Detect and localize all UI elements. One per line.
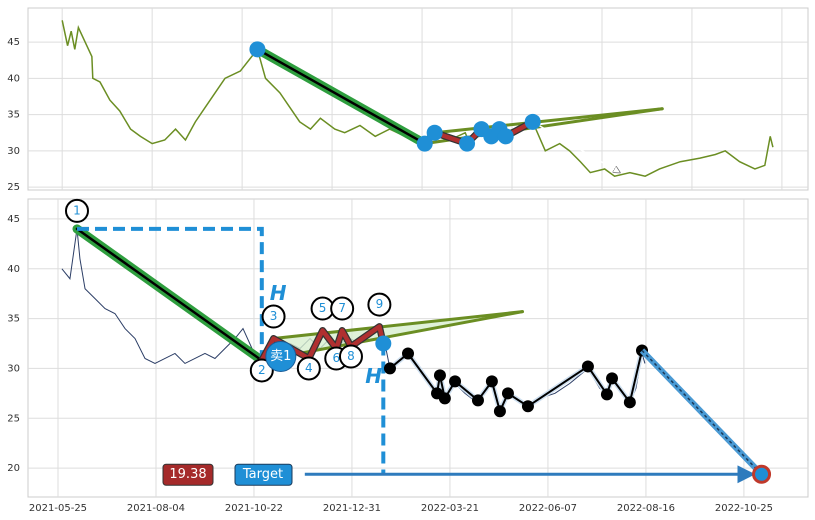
triangle-line	[433, 107, 664, 135]
x-tick-label: 2022-06-07	[519, 503, 577, 514]
pivot-label: 4	[305, 361, 313, 375]
x-tick-label: 2022-08-16	[617, 503, 675, 514]
follow-point	[501, 387, 514, 400]
y-tick-label: 30	[7, 146, 20, 157]
follow-point	[402, 347, 415, 360]
follow-point	[449, 375, 462, 388]
x-tick-label: 2022-10-25	[715, 503, 773, 514]
pivot-badge	[64, 198, 89, 223]
y-tick-label: 45	[7, 37, 20, 48]
y-tick-label: 25	[7, 182, 20, 193]
pivot-badge	[249, 358, 274, 383]
target-label: Target	[242, 467, 283, 482]
price-line	[61, 20, 774, 178]
target-box	[234, 463, 293, 486]
pivot-badge	[367, 292, 392, 317]
height-label: H	[365, 364, 382, 388]
x-tick-label: 2021-05-25	[29, 503, 87, 514]
x-tick-label: 2021-10-22	[225, 503, 283, 514]
x-tick-label: 2021-08-04	[127, 503, 185, 514]
swing-point	[497, 128, 514, 145]
plot-frame	[27, 198, 809, 498]
y-tick-label: 45	[7, 214, 20, 225]
y-tick-label: 25	[7, 413, 20, 424]
swing-point	[416, 135, 433, 152]
follow-point	[493, 405, 506, 418]
target-value-box	[162, 463, 214, 486]
swing-point	[249, 41, 266, 58]
pivot-badge	[330, 296, 355, 321]
follow-point	[600, 388, 613, 401]
pivot-label: 1	[73, 203, 81, 217]
y-tick-label: 35	[7, 110, 20, 121]
swing-point	[426, 124, 443, 141]
follow-point	[581, 360, 594, 373]
pattern-leg-core	[75, 227, 264, 362]
pivot-label: 5	[319, 301, 327, 315]
y-tick-label: 40	[7, 73, 20, 84]
projection-arrow	[531, 121, 620, 173]
pivot-badge	[338, 344, 363, 369]
pivot-label: 7	[338, 301, 346, 315]
triangle-line	[260, 310, 524, 362]
swing-point	[524, 113, 541, 130]
height-label: H	[270, 281, 287, 305]
swing-point	[459, 135, 476, 152]
forecast-core	[641, 349, 763, 475]
y-tick-label: 40	[7, 264, 20, 275]
y-tick-label: 20	[7, 463, 20, 474]
follow-point	[383, 362, 396, 375]
pivot-label: 6	[332, 351, 340, 365]
triangle-line	[272, 310, 524, 341]
y-tick-label: 30	[7, 363, 20, 374]
x-tick-label: 2022-03-21	[421, 503, 479, 514]
pivot-label: 3	[270, 309, 278, 323]
target-value: 19.38	[169, 467, 206, 482]
pattern-leg-core	[256, 48, 426, 145]
signal-label: 卖1	[270, 349, 291, 364]
follow-point	[485, 375, 498, 388]
follow-point	[438, 392, 451, 405]
pivot-label: 8	[347, 349, 355, 363]
pivot-badge	[261, 304, 286, 329]
follow-point	[521, 400, 534, 413]
breakout-point	[375, 335, 392, 352]
y-tick-label: 35	[7, 314, 20, 325]
pivot-label: 2	[258, 363, 266, 377]
follow-line	[388, 349, 644, 413]
x-tick-label: 2021-12-31	[323, 503, 381, 514]
plot-frame	[27, 7, 809, 191]
target-point	[752, 464, 772, 484]
follow-point	[606, 372, 619, 385]
pivot-label: 9	[376, 297, 384, 311]
signal-badge	[265, 340, 297, 372]
pivot-badge	[296, 356, 321, 381]
follow-point	[433, 369, 446, 382]
follow-point	[471, 394, 484, 407]
follow-point	[623, 396, 636, 409]
